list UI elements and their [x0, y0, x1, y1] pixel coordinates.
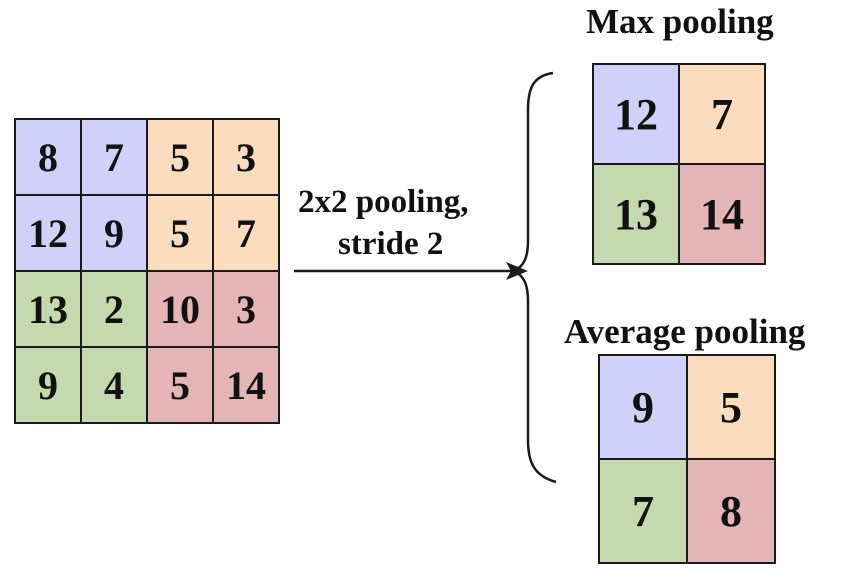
matrix-cell: 7 [82, 120, 148, 196]
matrix-cell: 12 [594, 65, 680, 165]
average-pooling-title: Average pooling [564, 312, 806, 351]
matrix-cell: 5 [148, 348, 214, 424]
matrix-cell: 8 [16, 120, 82, 196]
matrix-cell: 12 [16, 196, 82, 272]
matrix-cell: 9 [600, 356, 688, 460]
matrix-cell: 3 [214, 272, 280, 348]
matrix-cell: 3 [214, 120, 280, 196]
arrow-head [506, 262, 528, 280]
matrix-cell: 2 [82, 272, 148, 348]
matrix-cell: 13 [594, 165, 680, 265]
matrix-cell: 5 [148, 120, 214, 196]
max-pooling-matrix: 12 7 13 14 [592, 63, 766, 265]
pooling-operation-label: 2x2 pooling, [298, 184, 469, 220]
matrix-cell: 9 [16, 348, 82, 424]
stride-label: stride 2 [338, 226, 444, 262]
matrix-cell: 9 [82, 196, 148, 272]
matrix-cell: 14 [680, 165, 766, 265]
matrix-cell: 14 [214, 348, 280, 424]
matrix-cell: 7 [600, 460, 688, 564]
matrix-cell: 8 [688, 460, 776, 564]
matrix-cell: 13 [16, 272, 82, 348]
input-matrix: 8 7 5 3 12 9 5 7 13 2 10 3 9 4 5 14 [14, 118, 280, 424]
matrix-cell: 5 [148, 196, 214, 272]
matrix-cell: 7 [214, 196, 280, 272]
matrix-cell: 5 [688, 356, 776, 460]
matrix-cell: 7 [680, 65, 766, 165]
matrix-cell: 4 [82, 348, 148, 424]
max-pooling-title: Max pooling [586, 2, 774, 41]
curly-brace [511, 71, 557, 484]
matrix-cell: 10 [148, 272, 214, 348]
